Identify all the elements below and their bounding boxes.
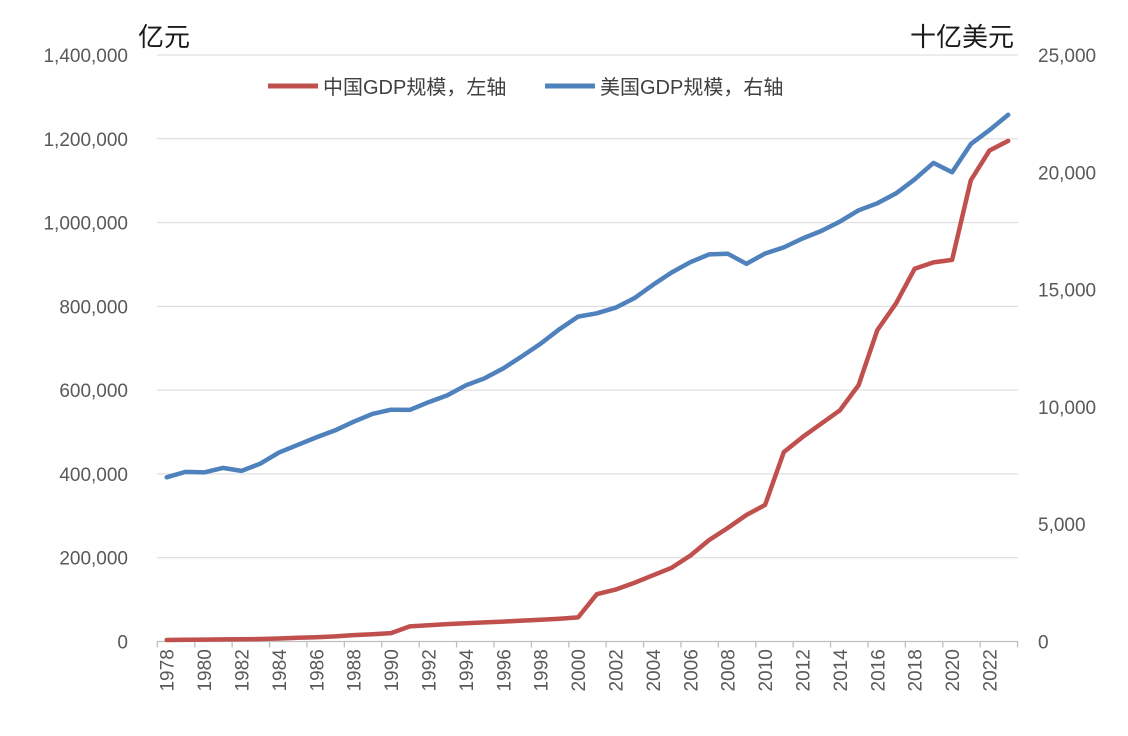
x-axis-year-label: 1996 <box>494 649 515 691</box>
x-axis-year-label: 2012 <box>794 649 815 691</box>
x-axis-year-label: 2010 <box>756 649 777 691</box>
x-axis-year-label: 1982 <box>233 649 254 691</box>
x-axis-year-label: 1994 <box>457 649 478 692</box>
left-axis-title: 亿元 <box>138 22 190 52</box>
x-axis-year-label: 1986 <box>307 649 328 691</box>
left-axis-tick-label: 1,000,000 <box>43 214 128 235</box>
x-axis-year-label: 2016 <box>868 649 889 691</box>
x-axis-year-label: 2018 <box>906 649 927 691</box>
x-axis-year-label: 2002 <box>607 649 628 691</box>
x-axis-year-label: 2014 <box>831 649 852 692</box>
x-axis-year-label: 1998 <box>532 649 553 691</box>
left-axis-tick-label: 800,000 <box>59 297 128 318</box>
x-axis-year-label: 2008 <box>719 649 740 691</box>
right-axis-tick-label: 10,000 <box>1038 398 1096 419</box>
right-axis-tick-label: 5,000 <box>1038 515 1086 536</box>
left-axis-tick-label: 0 <box>117 633 128 654</box>
x-axis-year-label: 2000 <box>569 649 590 691</box>
left-axis-tick-label: 400,000 <box>59 465 128 486</box>
x-axis-year-label: 1978 <box>158 649 179 691</box>
left-axis-tick-label: 600,000 <box>59 381 128 402</box>
left-axis-tick-label: 1,200,000 <box>43 130 128 151</box>
china-gdp-line <box>164 138 1011 643</box>
x-axis-year-label: 1992 <box>420 649 441 691</box>
right-axis-tick-label: 25,000 <box>1038 46 1096 67</box>
left-axis-tick-label: 200,000 <box>59 549 128 570</box>
right-axis-title: 十亿美元 <box>910 22 1014 52</box>
x-axis-year-label: 2022 <box>981 649 1002 691</box>
right-axis-tick-label: 15,000 <box>1038 281 1096 302</box>
x-axis-year-label: 2020 <box>943 649 964 691</box>
x-axis-year-label: 2004 <box>644 649 665 692</box>
legend-label-us: 美国GDP规模，右轴 <box>600 76 783 99</box>
right-axis-tick-label: 0 <box>1038 633 1049 654</box>
x-axis-year-label: 1984 <box>270 649 291 692</box>
x-axis-year-label: 1988 <box>345 649 366 691</box>
us-gdp-line <box>164 112 1011 480</box>
x-axis-year-label: 2006 <box>681 649 702 691</box>
x-axis-year-label: 1990 <box>382 649 403 691</box>
x-axis-year-label: 1980 <box>195 649 216 691</box>
left-axis-tick-label: 1,400,000 <box>43 46 128 67</box>
legend-label-china: 中国GDP规模，左轴 <box>323 76 506 99</box>
right-axis-tick-label: 20,000 <box>1038 163 1096 184</box>
